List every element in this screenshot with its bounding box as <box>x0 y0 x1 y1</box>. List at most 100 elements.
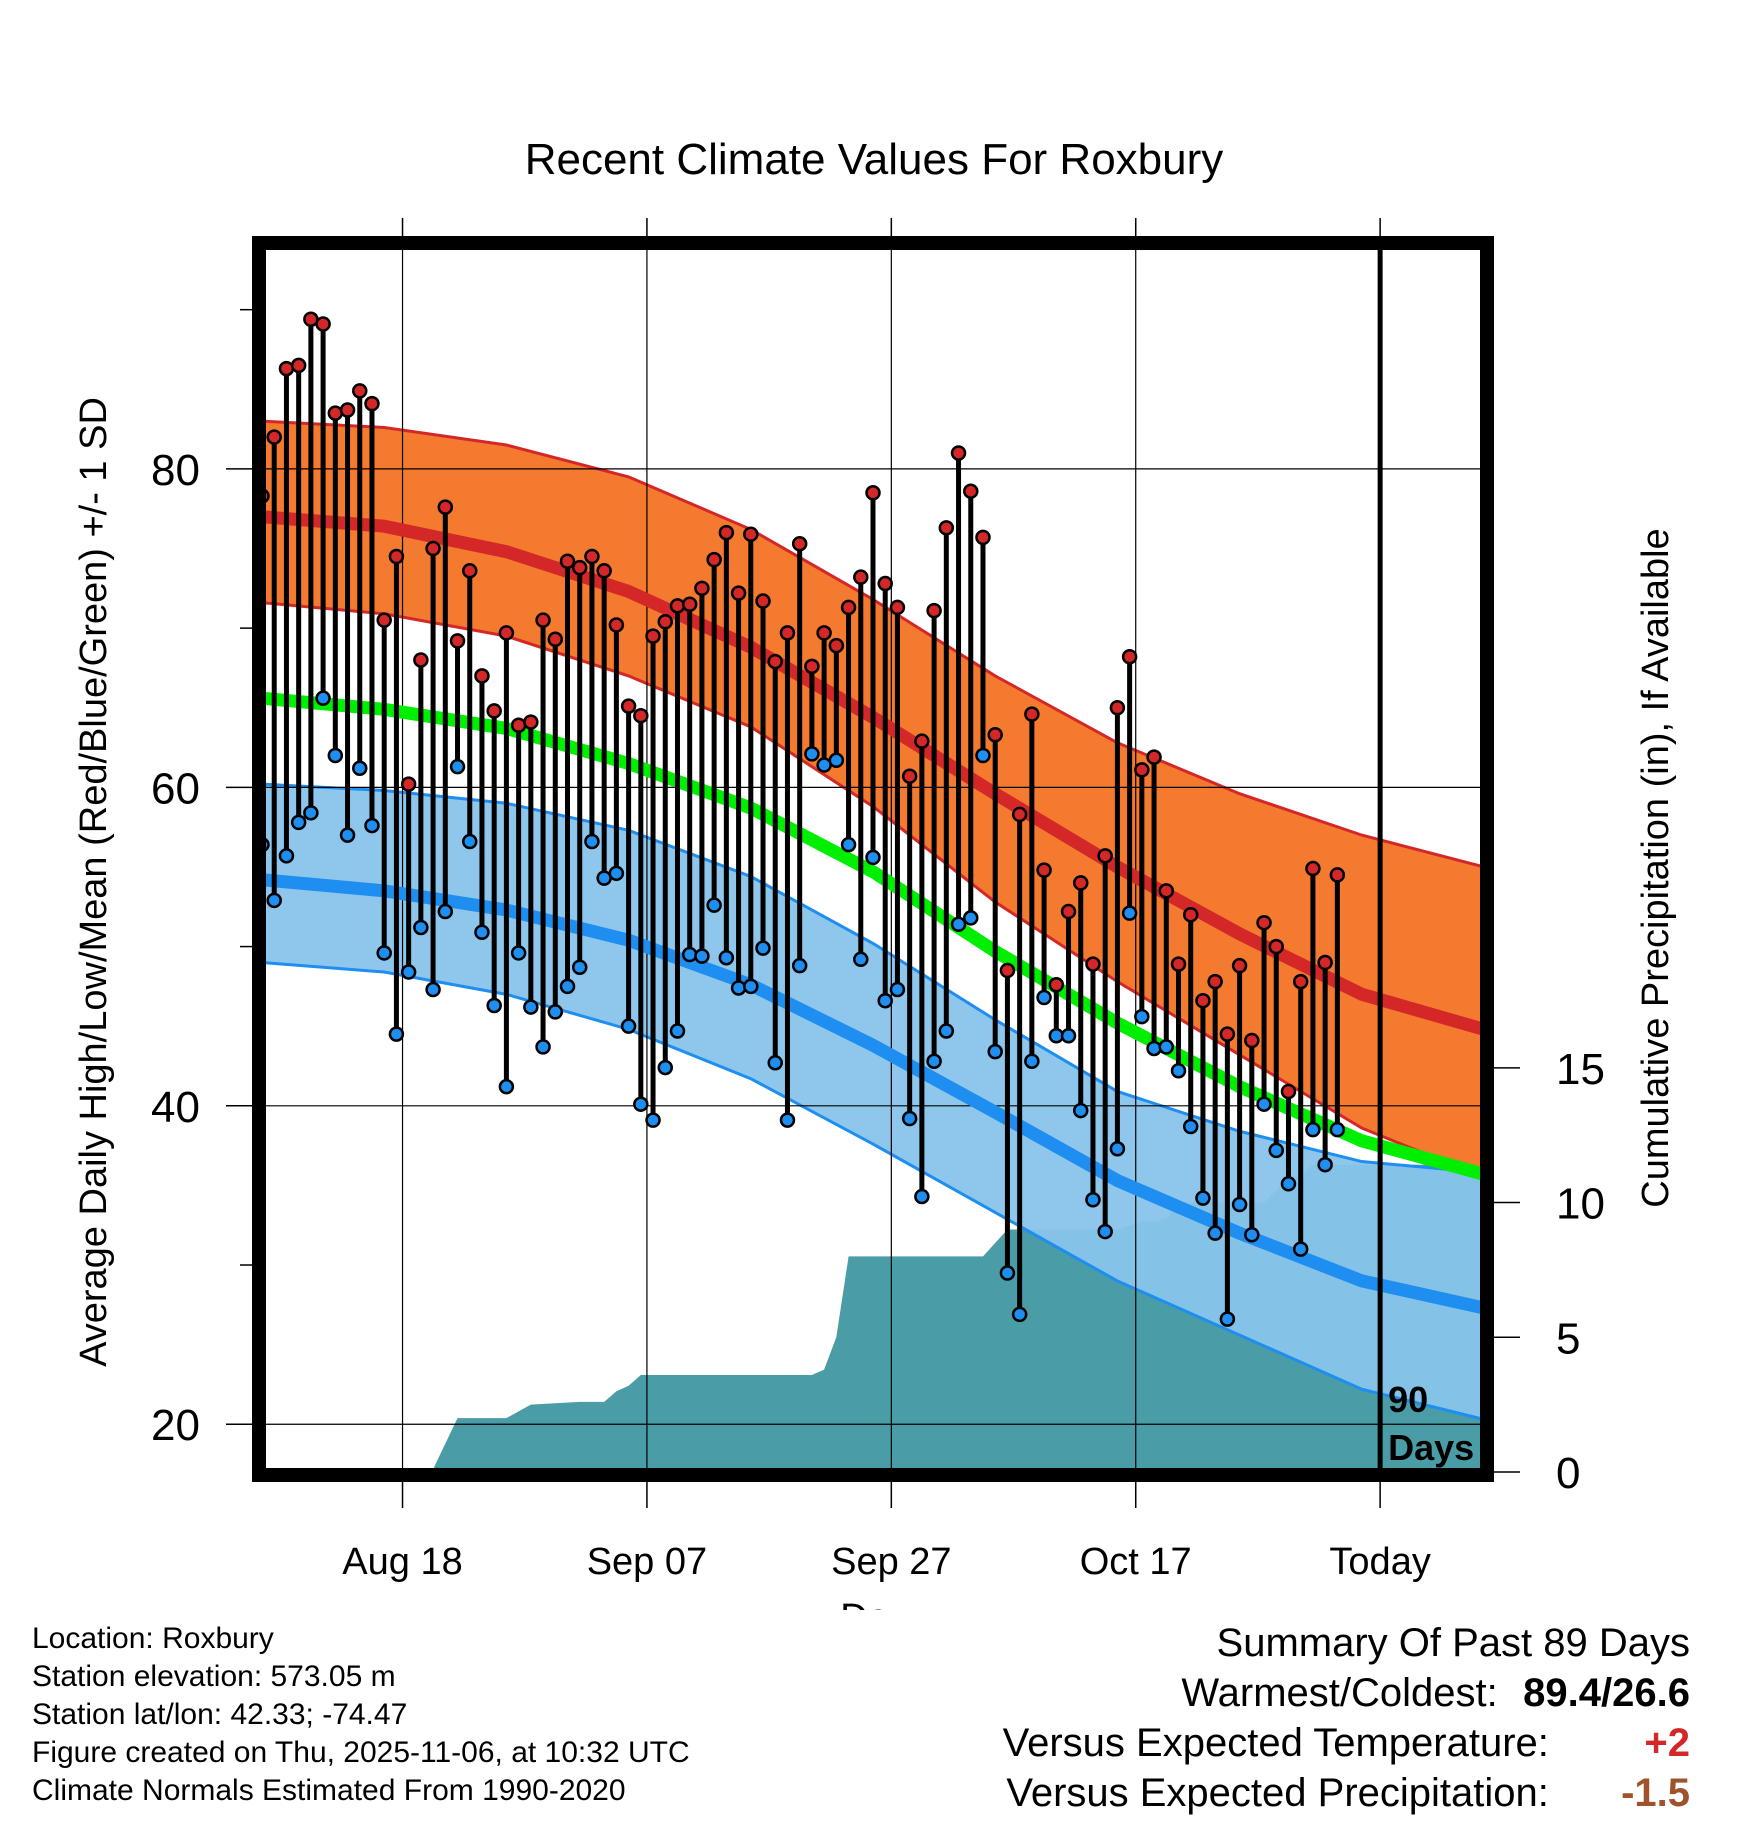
daily-low-point <box>1256 1096 1272 1112</box>
daily-low-point <box>901 1110 918 1127</box>
daily-low-point <box>950 916 967 933</box>
daily-low-point <box>1011 1306 1028 1323</box>
daily-low-point <box>437 903 454 920</box>
daily-high-point <box>1134 762 1150 778</box>
daily-low-point <box>828 752 845 769</box>
daily-high-point <box>1060 903 1077 920</box>
daily-low-point <box>963 910 979 926</box>
daily-high-point <box>865 485 881 501</box>
location-text: Location: Roxbury <box>32 1622 274 1655</box>
daily-low-point <box>1317 1156 1333 1173</box>
daily-low-point <box>999 1265 1016 1281</box>
daily-high-point <box>425 540 441 557</box>
daily-high-point <box>1146 749 1162 765</box>
y2-tick-label: 15 <box>1556 1045 1605 1094</box>
daily-high-point <box>278 360 295 377</box>
temperature-value: +2 <box>1644 1721 1690 1765</box>
daily-low-point <box>303 805 319 821</box>
daily-low-point <box>1231 1196 1248 1213</box>
daily-high-point <box>877 575 893 592</box>
daily-low-point <box>1121 905 1138 921</box>
daily-low-point <box>1170 1063 1187 1079</box>
daily-low-point <box>926 1053 942 1069</box>
daily-high-point <box>975 529 991 546</box>
daily-low-point <box>804 746 820 762</box>
daily-low-point <box>278 848 295 864</box>
daily-high-point <box>1097 848 1113 864</box>
daily-low-point <box>1207 1225 1223 1241</box>
daily-high-point <box>1207 973 1223 990</box>
daily-low-point <box>1072 1102 1089 1119</box>
daily-high-point <box>901 768 918 784</box>
daily-high-point <box>1121 649 1138 665</box>
daily-low-point <box>694 948 710 964</box>
daily-low-point <box>1024 1053 1040 1069</box>
daily-high-point <box>694 580 710 597</box>
daily-high-point <box>1268 938 1285 955</box>
daily-high-point <box>559 553 576 570</box>
daily-high-point <box>1036 862 1052 878</box>
daily-low-point <box>779 1112 796 1128</box>
daily-low-point <box>975 747 991 764</box>
daily-high-point <box>1317 954 1333 971</box>
climate-chart: Recent Climate Values For Roxbury Averag… <box>73 135 1677 1610</box>
daily-low-point <box>339 827 356 843</box>
daily-low-point <box>535 1039 551 1055</box>
summary-panel: Summary Of Past 89 Days Warmest/Coldest:… <box>1003 1618 1690 1818</box>
daily-high-point <box>1024 706 1040 722</box>
temperature-label: Versus Expected Temperature: <box>1002 1721 1549 1765</box>
daily-high-point <box>657 614 674 630</box>
daily-low-point <box>498 1078 515 1095</box>
y-tick-label: 80 <box>151 446 200 495</box>
daily-high-point <box>1048 977 1065 993</box>
normal-mean-line <box>262 691 1484 1181</box>
daily-low-point <box>987 1043 1003 1060</box>
daily-high-point <box>1170 956 1187 972</box>
daily-low-point <box>376 945 392 961</box>
daily-high-point <box>950 445 967 461</box>
daily-high-point <box>791 535 808 552</box>
daily-high-point <box>1195 992 1211 1009</box>
warmest-coldest-row: Warmest/Coldest: 89.4/26.6 <box>1003 1668 1690 1718</box>
period-label-number: 90 <box>1388 1379 1428 1420</box>
daily-high-point <box>571 559 588 576</box>
daily-low-point <box>547 1004 564 1020</box>
precipitation-row: Versus Expected Precipitation: -1.5 <box>1003 1768 1690 1818</box>
x-tick-label: Oct 17 <box>1080 1541 1192 1583</box>
daily-low-point <box>853 951 869 968</box>
daily-high-point <box>388 548 405 565</box>
daily-low-point <box>706 897 722 913</box>
daily-high-point <box>339 402 356 418</box>
daily-low-point <box>1060 1027 1077 1044</box>
daily-low-point <box>327 747 344 764</box>
daily-high-point <box>535 612 551 628</box>
daily-low-point <box>1182 1118 1199 1135</box>
daily-low-point <box>1329 1121 1346 1138</box>
daily-high-point <box>474 668 490 684</box>
daily-high-point <box>1085 956 1101 972</box>
daily-low-point <box>755 940 771 956</box>
daily-low-point <box>914 1188 930 1205</box>
daily-low-point <box>523 999 539 1015</box>
warmest-coldest-label: Warmest/Coldest: <box>1181 1671 1498 1715</box>
daily-high-point <box>779 625 796 641</box>
daily-low-point <box>1097 1223 1113 1240</box>
daily-high-point <box>510 717 527 734</box>
daily-low-point <box>400 964 417 980</box>
daily-high-point <box>364 395 380 412</box>
daily-high-point <box>1158 883 1175 899</box>
daily-low-point <box>791 957 808 974</box>
daily-low-point <box>645 1112 661 1128</box>
daily-high-point <box>1109 699 1126 716</box>
period-label-days: Days <box>1388 1427 1474 1468</box>
daily-high-point <box>461 563 478 579</box>
normal-low-line <box>262 873 1484 1315</box>
daily-high-point <box>633 707 649 724</box>
daily-high-point <box>1292 973 1309 990</box>
daily-low-point <box>767 1055 783 1071</box>
daily-high-point <box>669 598 686 614</box>
x-tick-label: Aug 18 <box>342 1541 462 1583</box>
daily-high-point <box>547 631 564 648</box>
daily-high-point <box>376 612 392 628</box>
plot-frame <box>252 236 1494 1482</box>
